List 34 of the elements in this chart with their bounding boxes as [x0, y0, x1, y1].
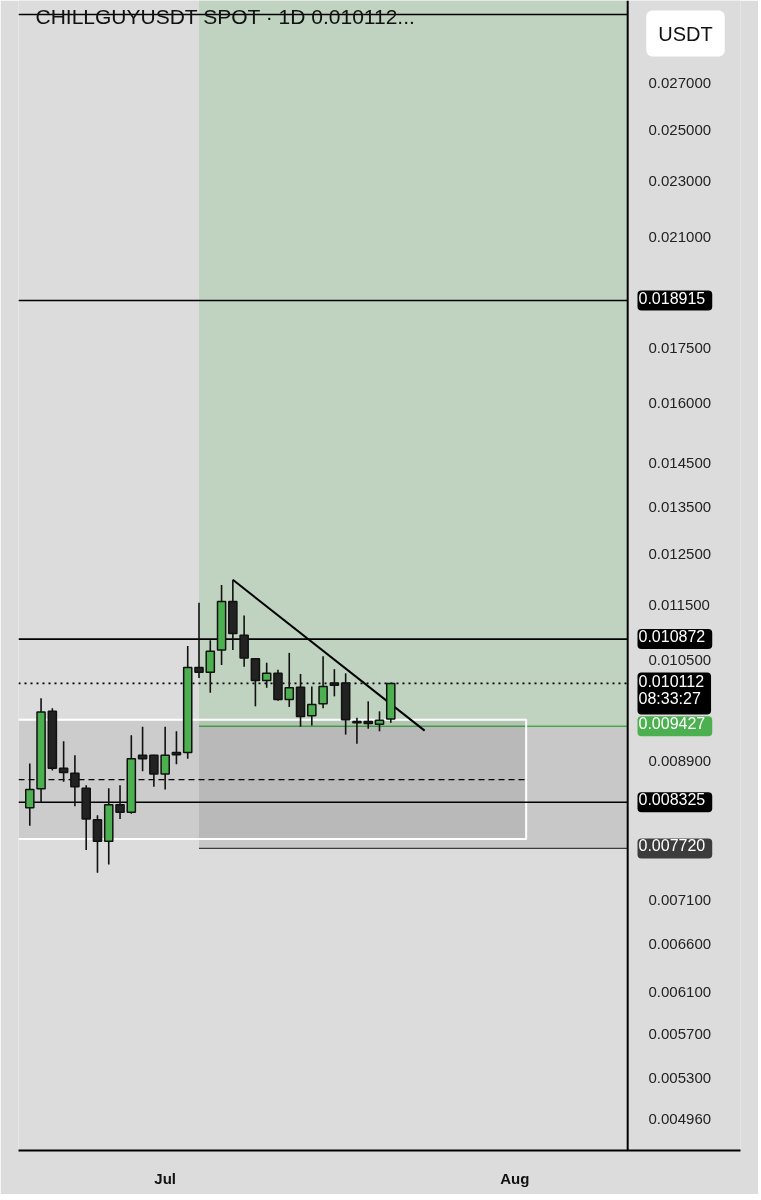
candlestick [24, 762, 35, 827]
candlestick [70, 754, 80, 808]
series-label: 0.009427 [638, 715, 706, 733]
x-tick-label: Jul [154, 1169, 177, 1187]
ref-line-label: 0.010872 [638, 628, 706, 646]
ref-line-label: 0.010112 08:33:27 [638, 673, 705, 708]
x-tick-label: Aug [500, 1169, 530, 1187]
candlestick [318, 655, 328, 709]
y-tick-label: 0.006600 [648, 935, 712, 953]
y-tick-label: 0.004960 [648, 1109, 712, 1127]
y-tick-label: 0.007100 [648, 890, 712, 908]
y-tick-label: 0.021000 [648, 227, 712, 245]
candlestick [250, 657, 261, 708]
candlestick [329, 668, 340, 698]
y-tick-label: 0.013500 [648, 497, 712, 515]
candlestick [239, 614, 249, 668]
ref-line-label: 0.018915 [638, 289, 706, 307]
y-axis-title: USDT [658, 22, 713, 45]
y-tick-label: 0.027000 [648, 73, 712, 91]
y-tick-label: 0.005700 [648, 1024, 712, 1042]
y-tick-label: 0.008900 [648, 752, 712, 770]
y-tick-label: 0.006100 [648, 983, 712, 1001]
y-tick-label: 0.010500 [648, 651, 712, 669]
y-tick-label: 0.016000 [648, 393, 712, 411]
y-tick-label: 0.023000 [648, 172, 712, 190]
ref-line-label: 0.008325 [638, 791, 706, 809]
series-label: 0.007720 [638, 837, 706, 855]
y-tick-label: 0.025000 [648, 121, 712, 139]
y-tick-label: 0.012500 [648, 544, 712, 562]
y-tick-label: 0.017500 [648, 339, 712, 357]
y-tick-label: 0.005300 [648, 1069, 712, 1087]
y-tick-label: 0.011500 [648, 595, 710, 613]
y-tick-label: 0.014500 [648, 454, 712, 472]
candlestick [92, 814, 103, 874]
